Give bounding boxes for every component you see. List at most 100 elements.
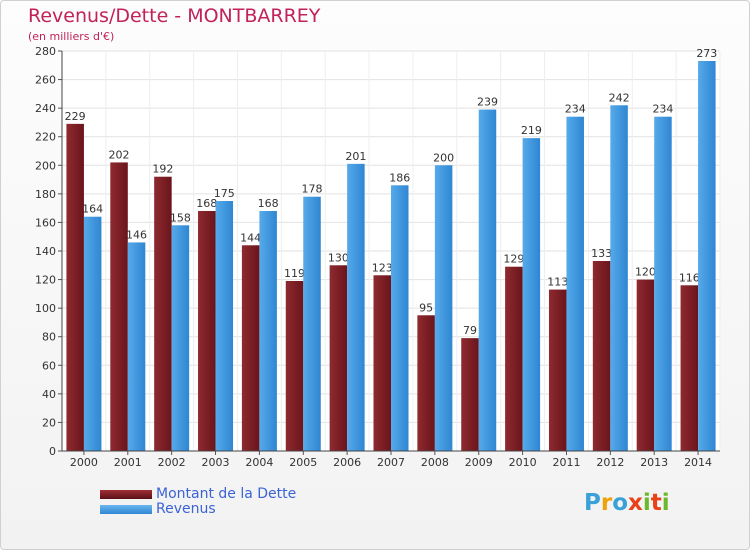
bar-revenus (127, 242, 146, 451)
legend-item-revenus: Revenus (100, 502, 296, 517)
logo-letter: i (661, 490, 670, 516)
data-label-revenus: 234 (565, 103, 586, 116)
data-label-revenus: 219 (521, 124, 542, 137)
data-label-dette: 168 (196, 197, 217, 210)
data-label-revenus: 158 (170, 211, 191, 224)
x-tick-label: 2011 (552, 456, 580, 469)
bar-revenus (83, 216, 102, 451)
x-tick-label: 2010 (509, 456, 537, 469)
data-label-revenus: 242 (609, 91, 630, 104)
logo-letter: o (612, 490, 629, 516)
bar-revenus (215, 201, 234, 451)
chart-subtitle: (en milliers d'€) (28, 30, 115, 43)
data-label-dette: 192 (152, 163, 173, 176)
proxiti-logo: Proxiti (584, 490, 670, 516)
y-tick-label: 220 (35, 131, 56, 144)
bar-revenus (347, 163, 365, 451)
data-label-dette: 129 (503, 253, 524, 266)
bar-dette (505, 266, 523, 451)
data-label-dette: 133 (591, 247, 612, 260)
legend-swatch-revenus (100, 505, 152, 514)
y-tick-label: 180 (35, 188, 56, 201)
bar-dette (373, 275, 391, 451)
bar-dette (680, 285, 699, 451)
bar-revenus (303, 196, 321, 451)
data-label-revenus: 273 (696, 47, 717, 60)
bar-dette (285, 281, 304, 451)
y-tick-label: 200 (35, 159, 56, 172)
data-label-revenus: 178 (302, 183, 323, 196)
bar-dette (461, 338, 479, 451)
y-tick-label: 80 (42, 331, 56, 344)
data-label-dette: 95 (419, 301, 433, 314)
x-tick-label: 2014 (684, 456, 712, 469)
data-label-dette: 116 (679, 271, 700, 284)
bar-revenus (654, 116, 672, 451)
logo-letter: t (650, 490, 662, 516)
x-tick-label: 2004 (245, 456, 273, 469)
data-label-dette: 123 (372, 261, 393, 274)
y-tick-label: 40 (42, 388, 56, 401)
bar-dette (592, 261, 611, 451)
bar-revenus (391, 185, 409, 452)
bar-dette (110, 162, 128, 451)
x-tick-label: 2006 (333, 456, 361, 469)
y-tick-label: 140 (35, 245, 56, 258)
data-label-revenus: 239 (477, 96, 498, 109)
bar-dette (417, 315, 435, 451)
data-label-revenus: 175 (214, 187, 235, 200)
data-label-dette: 202 (109, 148, 130, 161)
y-tick-label: 280 (35, 45, 56, 58)
data-label-dette: 130 (328, 251, 349, 264)
y-tick-label: 60 (42, 359, 56, 372)
x-tick-label: 2003 (202, 456, 230, 469)
logo-letter: P (584, 490, 601, 516)
legend-item-dette: Montant de la Dette (100, 487, 296, 502)
bar-revenus (698, 61, 716, 451)
data-label-dette: 120 (635, 266, 656, 279)
y-tick-label: 160 (35, 216, 56, 229)
bar-dette (154, 176, 172, 451)
data-label-revenus: 234 (652, 103, 673, 116)
bar-revenus (610, 105, 628, 452)
x-tick-label: 2002 (158, 456, 186, 469)
bar-dette (329, 265, 348, 451)
data-label-dette: 79 (463, 324, 477, 337)
x-tick-label: 2012 (596, 456, 624, 469)
x-tick-label: 2009 (465, 456, 493, 469)
bar-dette (66, 123, 84, 451)
logo-letter: x (628, 490, 643, 516)
data-label-dette: 119 (284, 267, 305, 280)
bar-dette (636, 279, 655, 451)
data-label-revenus: 200 (433, 151, 454, 164)
x-tick-label: 2007 (377, 456, 405, 469)
logo-letter: i (642, 490, 651, 516)
data-label-revenus: 168 (258, 197, 279, 210)
y-tick-label: 240 (35, 102, 56, 115)
logo-letter: r (600, 490, 613, 516)
bar-dette (241, 245, 260, 451)
legend-swatch-dette (100, 490, 152, 499)
y-tick-label: 260 (35, 74, 56, 87)
x-tick-label: 2008 (421, 456, 449, 469)
data-label-revenus: 186 (389, 171, 410, 184)
data-label-dette: 229 (65, 110, 86, 123)
x-tick-label: 2001 (114, 456, 142, 469)
bar-revenus (171, 225, 190, 451)
x-tick-label: 2000 (70, 456, 98, 469)
data-label-dette: 113 (547, 276, 568, 289)
bar-revenus (566, 116, 584, 451)
x-tick-label: 2013 (640, 456, 668, 469)
data-label-revenus: 164 (82, 203, 103, 216)
y-tick-label: 120 (35, 274, 56, 287)
bar-revenus (259, 211, 277, 451)
chart-title: Revenus/Dette - MONTBARREY (28, 5, 321, 27)
y-tick-label: 20 (42, 416, 56, 429)
data-label-revenus: 146 (126, 228, 147, 241)
legend-label-dette: Montant de la Dette (156, 486, 297, 502)
y-tick-label: 100 (35, 302, 56, 315)
x-tick-label: 2005 (289, 456, 317, 469)
bar-dette (198, 211, 216, 451)
bar-revenus (434, 165, 453, 452)
legend: Montant de la Dette Revenus (100, 487, 296, 517)
